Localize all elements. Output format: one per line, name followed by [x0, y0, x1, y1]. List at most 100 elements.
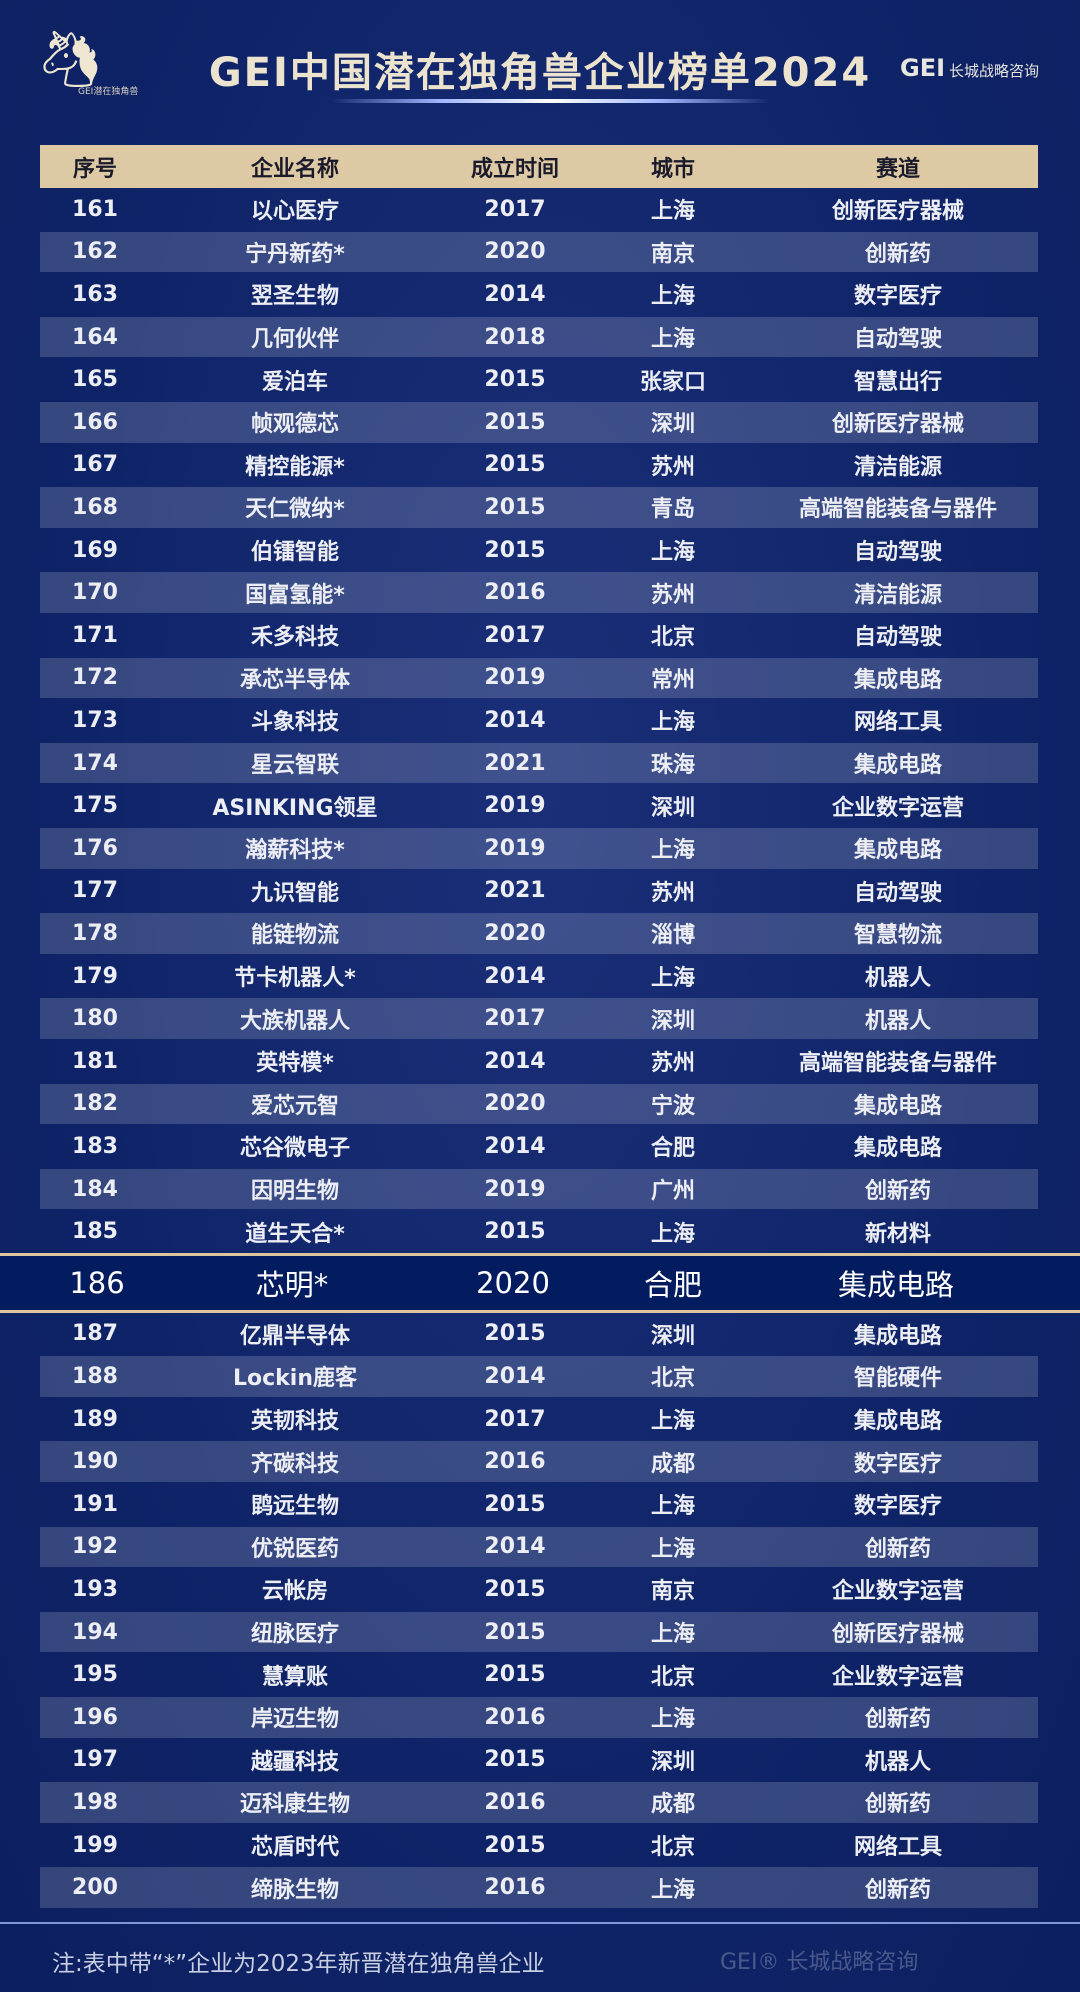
cell-founded: 2015	[484, 1747, 546, 1773]
cell-rank: 188	[72, 1363, 118, 1389]
cell-rank: 198	[72, 1789, 118, 1815]
cell-company: 岸迈生物	[250, 1707, 340, 1733]
table-row: 179 节卡机器人* 2014 上海 机器人	[40, 955, 1038, 998]
col-track: 赛道	[875, 156, 921, 182]
cell-company: 几何伙伴	[250, 327, 340, 353]
cell-track: 网络工具	[853, 1835, 943, 1861]
table-row: 182 爱芯元智 2020 宁波 集成电路	[40, 1083, 1038, 1126]
cell-founded: 2018	[484, 324, 546, 350]
cell-rank: 191	[72, 1491, 118, 1517]
table-row: 195 慧算账 2015 北京 企业数字运营	[40, 1653, 1038, 1696]
table-row: 197 越疆科技 2015 深圳 机器人	[40, 1739, 1038, 1782]
cell-rank: 189	[72, 1406, 118, 1432]
cell-city: 南京	[650, 1579, 696, 1605]
table-row: 193 云帐房 2015 南京 企业数字运营	[40, 1568, 1038, 1611]
table-row: 166 帧观德芯 2015 深圳 创新医疗器械	[40, 401, 1038, 444]
cell-track: 网络工具	[853, 710, 943, 736]
cell-city: 上海	[650, 966, 696, 992]
cell-founded: 2020	[484, 920, 546, 946]
cell-company: 因明生物	[250, 1179, 340, 1205]
cell-company: 瀚薪科技*	[245, 838, 345, 864]
cell-rank: 179	[72, 963, 118, 989]
cell-rank: 164	[72, 324, 118, 350]
row-stripe	[40, 231, 1038, 273]
cell-city: 上海	[650, 540, 696, 566]
watermark-text: GEI® 长城战略咨询	[720, 1950, 919, 1975]
logo-caption: GEI潜在独角兽	[78, 87, 139, 97]
cell-city: 宁波	[650, 1093, 696, 1119]
cell-track: 机器人	[864, 966, 932, 992]
cell-track: 机器人	[864, 1008, 932, 1034]
cell-city: 上海	[650, 327, 696, 353]
cell-company: 爱泊车	[261, 369, 329, 395]
cell-founded: 2014	[484, 963, 546, 989]
cell-founded: 2016	[484, 580, 546, 606]
cell-city: 苏州	[650, 582, 696, 608]
footnote: 注:表中带“*”企业为2023年新晋潜在独角兽企业	[52, 1951, 545, 1977]
row-stripe	[40, 1782, 1038, 1823]
table-row: 190 齐碳科技 2016 成都 数字医疗	[40, 1440, 1038, 1483]
cell-company: 帧观德芯	[250, 412, 340, 438]
cell-founded: 2014	[484, 707, 546, 733]
logo-name: 长城战略咨询	[949, 62, 1040, 80]
cell-track: 高端智能装备与器件	[798, 497, 998, 523]
cell-track: 集成电路	[853, 1323, 943, 1349]
table-row: 183 芯谷微电子 2014 合肥 集成电路	[40, 1125, 1038, 1168]
cell-company: 禾多科技	[250, 625, 340, 651]
row-stripe	[40, 1441, 1038, 1482]
cell-track: 创新医疗器械	[831, 412, 965, 438]
cell-founded: 2020	[484, 239, 546, 265]
cell-rank: 170	[72, 580, 118, 606]
cell-rank: 172	[72, 665, 118, 691]
cell-founded: 2015	[484, 1219, 546, 1245]
cell-founded: 2014	[484, 1363, 546, 1389]
table-row: 161 以心医疗 2017 上海 创新医疗器械	[40, 188, 1038, 231]
cell-city: 成都	[650, 1792, 696, 1818]
table-row: 170 国富氢能* 2016 苏州 清洁能源	[40, 571, 1038, 614]
cell-city: 深圳	[650, 412, 696, 438]
cell-company: 能链物流	[250, 923, 340, 949]
row-stripe	[40, 913, 1038, 954]
row-stripe	[40, 1867, 1038, 1908]
cell-city: 张家口	[639, 369, 707, 395]
cell-founded: 2019	[484, 835, 546, 861]
cell-track: 创新药	[864, 1792, 932, 1818]
cell-city: 上海	[650, 1877, 696, 1903]
cell-rank: 161	[72, 196, 118, 222]
cell-track: 创新药	[864, 241, 932, 267]
cell-city: 上海	[650, 1536, 696, 1562]
cell-founded: 2015	[484, 1662, 546, 1688]
cell-rank: 165	[72, 367, 118, 393]
cell-founded: 2017	[484, 1006, 546, 1032]
cell-founded: 2019	[484, 793, 546, 819]
cell-track: 企业数字运营	[831, 1664, 965, 1690]
cell-company: 九识智能	[250, 880, 340, 906]
row-stripe	[40, 828, 1038, 869]
cell-track: 创新医疗器械	[831, 1622, 965, 1648]
table-row: 168 天仁微纳* 2015 青岛 高端智能装备与器件	[40, 486, 1038, 529]
col-founded: 成立时间	[470, 156, 560, 182]
cell-track: 创新药	[864, 1179, 932, 1205]
page-title: GEI中国潜在独角兽企业榜单2024	[208, 50, 872, 96]
highlight-founded: 2020	[476, 1266, 550, 1300]
cell-rank: 181	[72, 1048, 118, 1074]
cell-company: 越疆科技	[250, 1749, 340, 1775]
col-company: 企业名称	[250, 156, 340, 182]
cell-founded: 2021	[484, 878, 546, 904]
table-row: 181 英特模* 2014 苏州 高端智能装备与器件	[40, 1040, 1038, 1083]
cell-city: 上海	[650, 1622, 696, 1648]
cell-track: 集成电路	[853, 1136, 943, 1162]
cell-city: 上海	[650, 284, 696, 310]
cell-track: 自动驾驶	[853, 327, 943, 353]
cell-company: 节卡机器人*	[234, 966, 356, 992]
table-row: 163 翌圣生物 2014 上海 数字医疗	[40, 273, 1038, 316]
cell-track: 智能硬件	[853, 1366, 943, 1392]
row-stripe	[40, 1697, 1038, 1738]
cell-city: 苏州	[650, 1051, 696, 1077]
cell-rank: 190	[72, 1449, 118, 1475]
table-row: 196 岸迈生物 2016 上海 创新药	[40, 1696, 1038, 1739]
cell-track: 数字医疗	[853, 1494, 943, 1520]
cell-rank: 163	[72, 281, 118, 307]
cell-city: 上海	[650, 199, 696, 225]
